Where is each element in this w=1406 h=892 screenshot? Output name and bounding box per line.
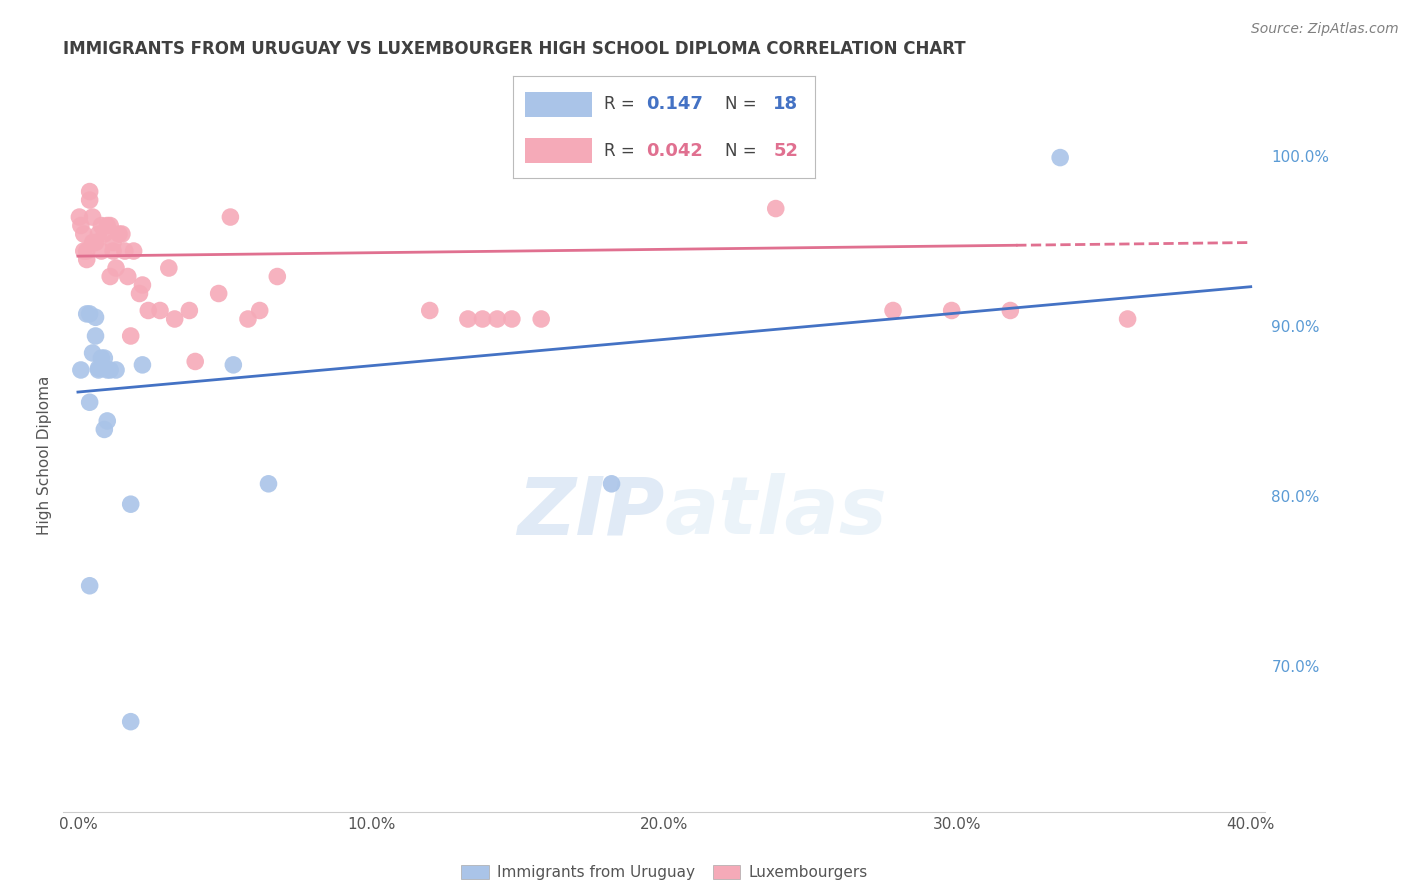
Point: [82, 346, 104, 360]
Point: [82, 235, 104, 250]
Point: [101, 244, 124, 258]
Point: [266, 269, 288, 284]
Point: [222, 358, 245, 372]
Point: [108, 227, 131, 241]
Point: [105, 363, 128, 377]
Point: [131, 278, 153, 293]
Point: [179, 303, 201, 318]
Point: [765, 202, 787, 216]
Text: 100.0%: 100.0%: [1271, 150, 1330, 165]
Point: [90, 351, 112, 365]
Point: [501, 312, 523, 326]
Text: N =: N =: [725, 142, 762, 160]
Point: [1000, 303, 1022, 318]
Point: [120, 329, 142, 343]
Point: [419, 303, 441, 318]
Text: N =: N =: [725, 95, 762, 113]
Text: Source: ZipAtlas.com: Source: ZipAtlas.com: [1251, 22, 1399, 37]
Text: 52: 52: [773, 142, 799, 160]
Point: [163, 312, 186, 326]
Point: [79, 395, 101, 409]
Point: [98, 219, 121, 233]
Text: R =: R =: [605, 95, 640, 113]
Point: [249, 303, 271, 318]
Point: [117, 269, 139, 284]
Point: [600, 476, 623, 491]
Point: [122, 244, 145, 258]
Point: [114, 244, 136, 258]
FancyBboxPatch shape: [526, 92, 592, 117]
Text: IMMIGRANTS FROM URUGUAY VS LUXEMBOURGER HIGH SCHOOL DIPLOMA CORRELATION CHART: IMMIGRANTS FROM URUGUAY VS LUXEMBOURGER …: [63, 40, 966, 58]
Point: [157, 260, 180, 275]
Point: [76, 244, 98, 258]
Text: atlas: atlas: [665, 473, 887, 551]
Point: [120, 497, 142, 511]
Point: [90, 244, 112, 258]
Point: [79, 185, 101, 199]
Point: [76, 307, 98, 321]
Point: [84, 310, 107, 325]
Point: [93, 351, 115, 365]
Point: [82, 210, 104, 224]
Point: [96, 363, 118, 377]
Point: [236, 312, 259, 326]
Point: [87, 363, 110, 377]
Point: [84, 329, 107, 343]
Point: [208, 286, 231, 301]
Point: [84, 235, 107, 250]
Point: [111, 227, 134, 241]
Point: [76, 252, 98, 267]
Text: 80.0%: 80.0%: [1271, 490, 1320, 505]
Text: 70.0%: 70.0%: [1271, 660, 1320, 675]
Point: [136, 303, 159, 318]
Point: [96, 414, 118, 428]
Point: [98, 269, 121, 284]
Point: [120, 714, 142, 729]
Point: [93, 227, 115, 241]
Point: [98, 363, 121, 377]
Point: [149, 303, 172, 318]
Point: [1049, 151, 1071, 165]
Point: [70, 363, 93, 377]
Text: ZIP: ZIP: [517, 473, 665, 551]
Point: [70, 219, 93, 233]
Point: [128, 286, 150, 301]
Text: 90.0%: 90.0%: [1271, 320, 1320, 335]
Point: [219, 210, 242, 224]
Text: 18: 18: [773, 95, 799, 113]
Point: [711, 151, 734, 165]
Point: [471, 312, 494, 326]
Point: [73, 244, 96, 258]
Text: 0.147: 0.147: [647, 95, 703, 113]
Text: 0.042: 0.042: [647, 142, 703, 160]
Point: [882, 303, 904, 318]
Point: [457, 312, 479, 326]
Point: [257, 476, 280, 491]
Point: [90, 219, 112, 233]
Y-axis label: High School Diploma: High School Diploma: [37, 376, 52, 534]
Point: [941, 303, 963, 318]
Point: [1116, 312, 1139, 326]
Point: [131, 358, 153, 372]
Point: [79, 307, 101, 321]
Point: [486, 312, 509, 326]
Point: [105, 260, 128, 275]
Legend: Immigrants from Uruguay, Luxembourgers: Immigrants from Uruguay, Luxembourgers: [456, 859, 873, 886]
Text: R =: R =: [605, 142, 640, 160]
Point: [87, 227, 110, 241]
Point: [87, 361, 110, 376]
Point: [184, 354, 207, 368]
Point: [67, 210, 90, 224]
Point: [96, 219, 118, 233]
FancyBboxPatch shape: [526, 138, 592, 163]
Point: [101, 235, 124, 250]
Point: [93, 422, 115, 436]
Point: [530, 312, 553, 326]
Point: [73, 227, 96, 241]
Point: [79, 193, 101, 207]
Point: [79, 579, 101, 593]
